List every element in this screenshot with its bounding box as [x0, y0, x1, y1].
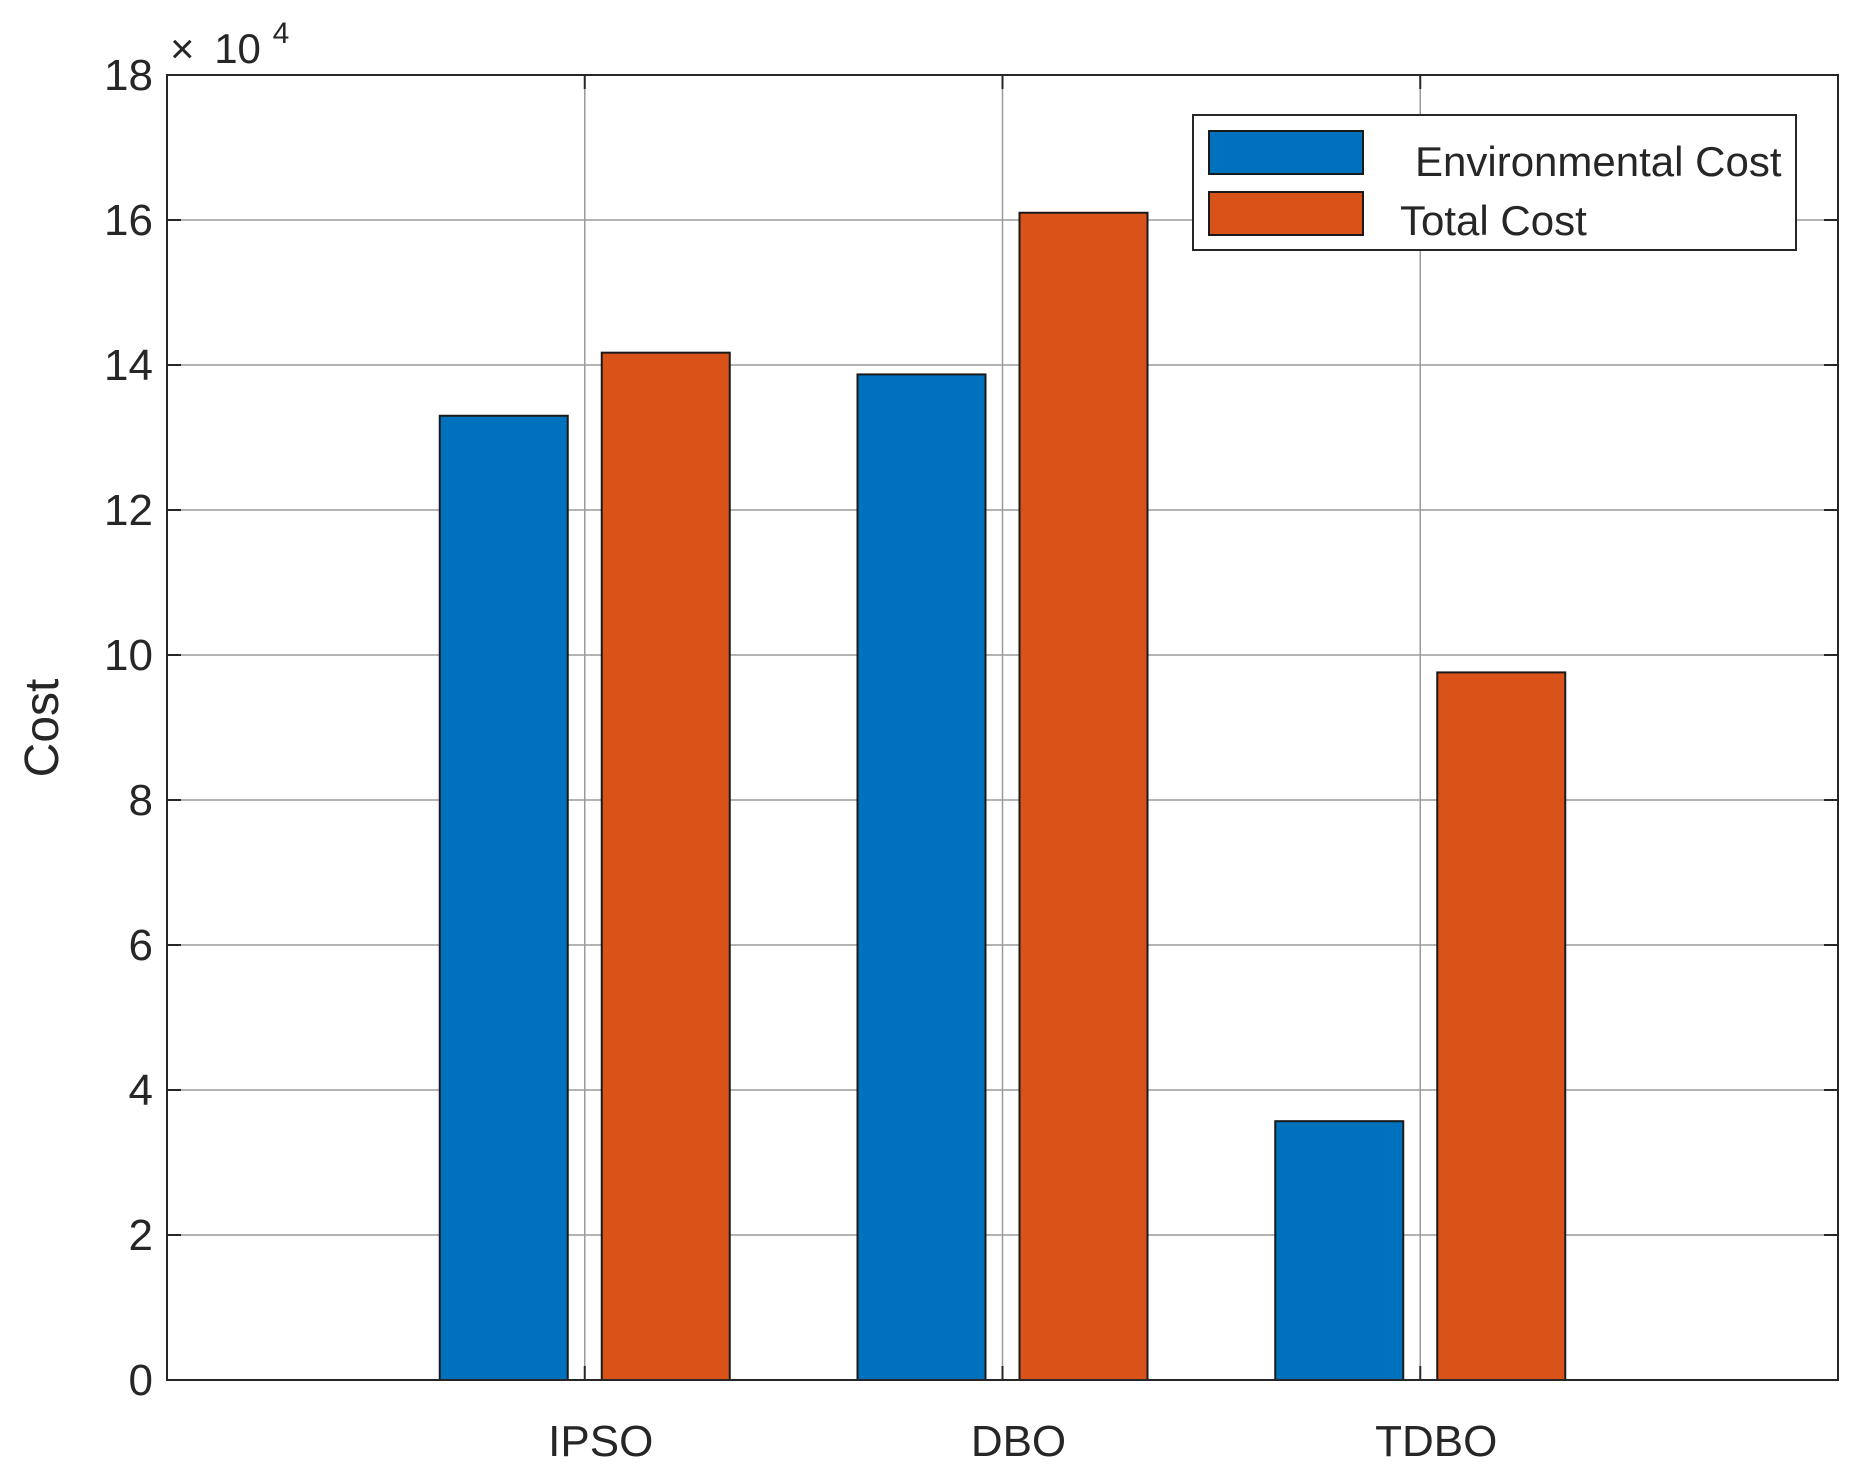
y-tick-label-8: 16 [104, 196, 153, 245]
y-tick-label-3: 6 [129, 921, 153, 970]
grid-lines [167, 75, 1838, 1380]
svg-text:× 10 4: × 10 4 [170, 17, 289, 72]
y-tick-label-4: 8 [129, 776, 153, 825]
y-axis-multiplier: × 10 4 [170, 17, 289, 72]
bar-total-cost-dbo [1018, 211, 1149, 1381]
y-tick-label-1: 2 [129, 1211, 153, 1260]
x-tick-label-ipso: IPSO [548, 1417, 653, 1466]
multiplier-exponent: 4 [273, 17, 290, 50]
axes [166, 74, 1839, 1381]
legend-swatch-environmental-cost [1208, 130, 1364, 175]
y-tick-label-0: 0 [129, 1356, 153, 1405]
legend-label-total-cost: Total Cost [1400, 197, 1587, 244]
y-tick-label-5: 10 [104, 631, 153, 680]
x-tick-label-dbo: DBO [971, 1417, 1066, 1466]
x-tick-label-tdbo: TDBO [1375, 1417, 1497, 1466]
multiplier-base: 10 [214, 25, 261, 72]
y-tick-label-2: 4 [129, 1066, 153, 1115]
bar-environmental-cost-tdbo [1274, 1120, 1405, 1382]
bar-environmental-cost-dbo [856, 373, 987, 1381]
tick-labels: 0 2 4 6 8 10 12 14 16 18 IPSO DBO TDBO [104, 51, 1497, 1466]
y-axis-label: Cost [16, 679, 69, 778]
legend: Environmental Cost Total Cost [1192, 114, 1797, 251]
y-tick-label-6: 12 [104, 486, 153, 535]
bar-total-cost-tdbo [1436, 671, 1567, 1381]
bar-environmental-cost-ipso [438, 414, 569, 1381]
multiplier-symbol: × [170, 25, 195, 72]
y-tick-label-7: 14 [104, 341, 153, 390]
bar-total-cost-ipso [600, 351, 731, 1381]
legend-swatch-total-cost [1208, 191, 1364, 236]
bars [438, 211, 1567, 1382]
y-tick-label-9: 18 [104, 51, 153, 100]
legend-label-environmental-cost: Environmental Cost [1415, 138, 1782, 185]
